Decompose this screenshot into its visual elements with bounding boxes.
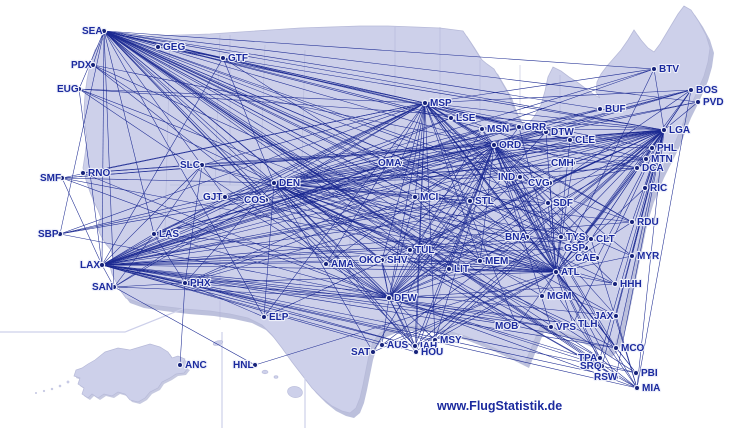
svg-text:AUS: AUS [387,340,408,351]
svg-text:SAT: SAT [351,347,370,358]
svg-text:RDU: RDU [637,217,659,228]
svg-text:VPS: VPS [556,322,576,333]
svg-text:LGA: LGA [669,125,690,136]
svg-text:PDX: PDX [71,60,92,71]
svg-text:BOS: BOS [696,85,718,96]
svg-text:PVD: PVD [703,97,724,108]
svg-text:BUF: BUF [605,104,626,115]
svg-text:ELP: ELP [269,312,289,323]
svg-text:BTV: BTV [659,64,679,75]
svg-text:LIT: LIT [454,264,469,275]
svg-text:MEM: MEM [485,256,508,267]
svg-text:IND: IND [498,172,515,183]
svg-text:ANC: ANC [185,360,207,371]
svg-text:EUG: EUG [57,84,79,95]
svg-text:LAX: LAX [80,260,100,271]
svg-text:HOU: HOU [421,347,443,358]
svg-text:TLH: TLH [578,319,597,330]
svg-text:SBP: SBP [38,229,59,240]
svg-text:MSP: MSP [430,98,452,109]
svg-text:MYR: MYR [637,251,660,262]
svg-text:ATL: ATL [561,267,580,278]
svg-text:GEG: GEG [163,42,185,53]
svg-text:SDF: SDF [553,198,573,209]
svg-text:CLT: CLT [596,234,615,245]
svg-text:RNO: RNO [88,168,110,179]
svg-text:MOB: MOB [495,321,518,332]
svg-text:PBI: PBI [641,368,658,379]
svg-text:TUL: TUL [415,245,434,256]
svg-text:TYS: TYS [566,232,586,243]
svg-text:HNL: HNL [233,360,254,371]
svg-text:MCO: MCO [621,343,645,354]
svg-text:MCI: MCI [420,192,439,203]
svg-text:AMA: AMA [331,259,354,270]
svg-text:GRR: GRR [524,122,547,133]
svg-text:CLE: CLE [575,135,595,146]
svg-text:CMH: CMH [551,158,574,169]
svg-text:MSN: MSN [487,124,509,135]
svg-text:PHL: PHL [657,143,677,154]
svg-text:OKC: OKC [359,255,381,266]
svg-text:RIC: RIC [650,183,667,194]
svg-text:DFW: DFW [394,293,417,304]
svg-text:SRQ: SRQ [580,361,602,372]
svg-text:COS: COS [244,195,266,206]
svg-text:CVG: CVG [528,178,550,189]
svg-text:SEA: SEA [82,26,103,37]
svg-text:SHV: SHV [387,255,408,266]
svg-text:PHX: PHX [190,278,211,289]
svg-text:www.FlugStatistik.de: www.FlugStatistik.de [436,399,562,413]
svg-text:SAN: SAN [92,282,113,293]
svg-text:RSW: RSW [594,372,618,383]
svg-text:MSY: MSY [440,335,462,346]
svg-text:ORD: ORD [499,140,521,151]
svg-text:DTW: DTW [551,127,574,138]
svg-text:MIA: MIA [642,383,660,394]
svg-text:SMF: SMF [40,173,61,184]
svg-text:OMA: OMA [378,158,401,169]
svg-text:STL: STL [475,196,494,207]
svg-text:MGM: MGM [547,291,571,302]
svg-text:GJT: GJT [203,192,222,203]
svg-text:HHH: HHH [620,279,642,290]
svg-text:SLC: SLC [180,160,200,171]
svg-text:BNA: BNA [505,232,527,243]
svg-text:LSE: LSE [456,113,476,124]
svg-text:GTF: GTF [228,53,248,64]
svg-text:DCA: DCA [642,163,664,174]
svg-text:LAS: LAS [159,229,179,240]
svg-text:CAE: CAE [575,253,596,264]
svg-text:DEN: DEN [279,178,300,189]
